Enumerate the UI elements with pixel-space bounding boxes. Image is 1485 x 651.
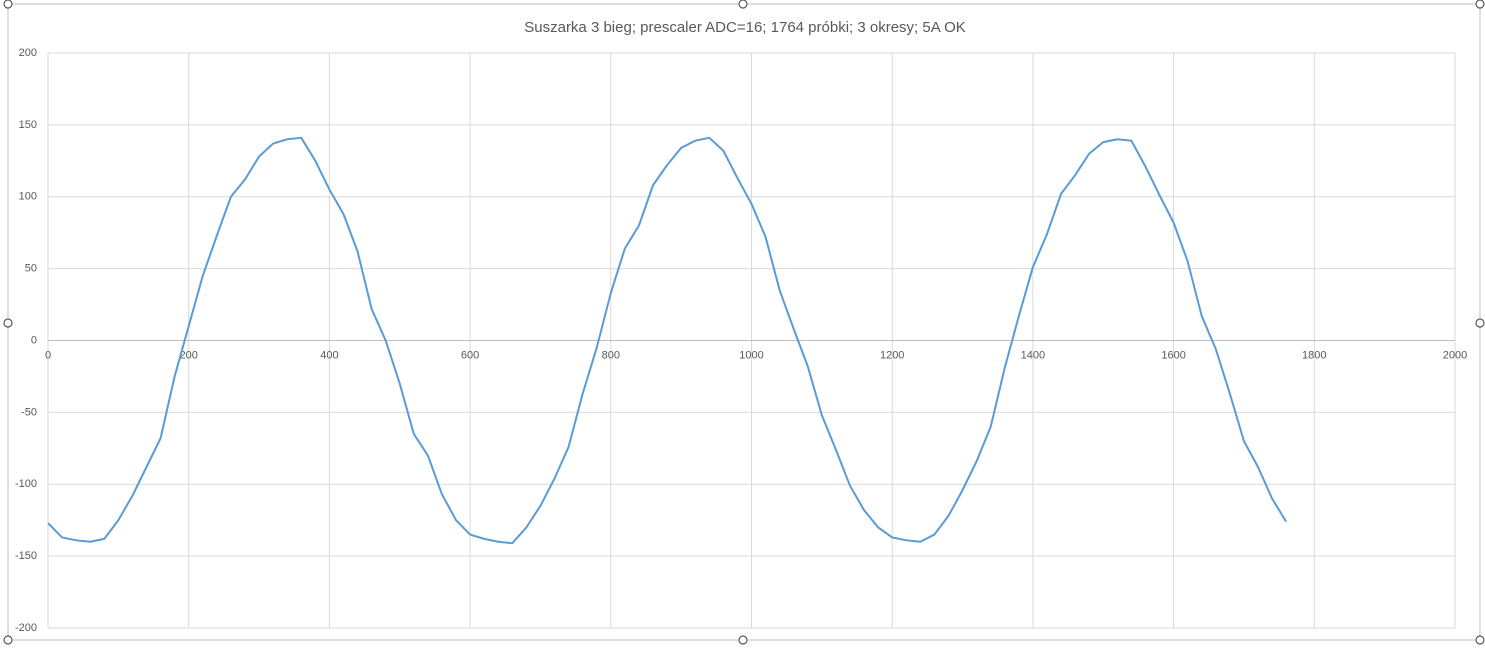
y-tick-label: 200 [19, 47, 37, 59]
x-tick-label: 1200 [880, 349, 904, 361]
x-tick-label: 1600 [1161, 349, 1185, 361]
y-tick-label: 150 [19, 119, 37, 131]
x-tick-label: 2000 [1443, 349, 1467, 361]
y-tick-label: 0 [31, 334, 37, 346]
x-tick-label: 1000 [739, 349, 763, 361]
x-tick-label: 800 [602, 349, 620, 361]
y-tick-label: -50 [21, 406, 37, 418]
selection-handles[interactable] [3, 0, 1485, 645]
x-tick-label: 400 [320, 349, 338, 361]
x-tick-label: 0 [45, 349, 51, 361]
x-tick-label: 200 [180, 349, 198, 361]
y-tick-label: 100 [19, 191, 37, 203]
chart-frame [7, 3, 1481, 641]
chart-title: Suszarka 3 bieg; prescaler ADC=16; 1764 … [524, 19, 966, 36]
y-tick-label: -150 [15, 550, 37, 562]
x-tick-label: 1400 [1021, 349, 1045, 361]
data-line [47, 136, 1288, 545]
y-tick-label: 50 [25, 263, 37, 275]
y-tick-label: -200 [15, 622, 37, 634]
y-tick-label: -100 [15, 478, 37, 490]
x-tick-label: 1800 [1302, 349, 1326, 361]
x-tick-label: 600 [461, 349, 479, 361]
